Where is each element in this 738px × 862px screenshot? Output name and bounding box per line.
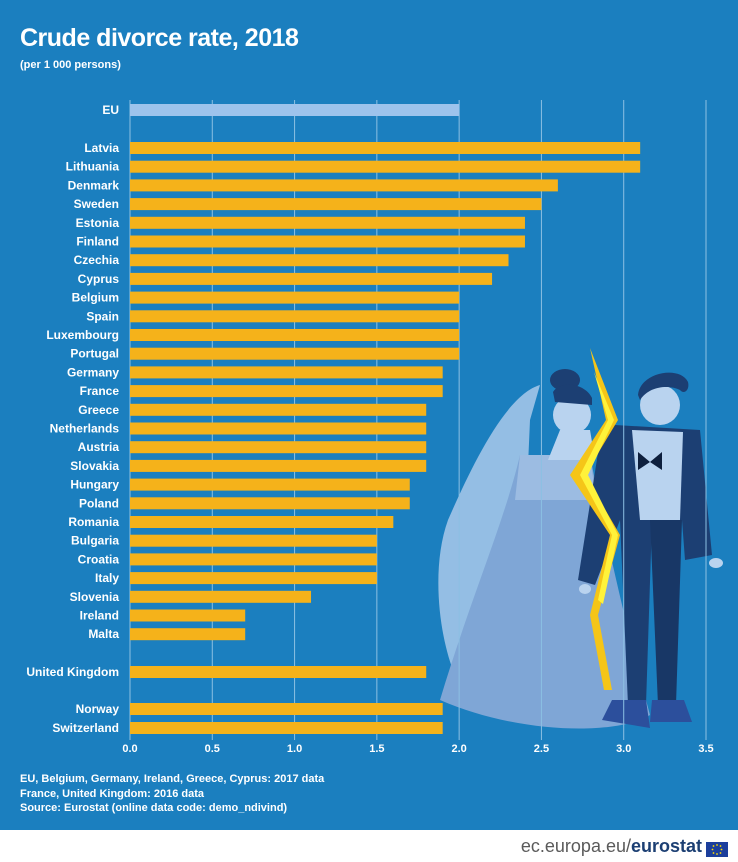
- x-tick-label: 1.5: [369, 743, 384, 755]
- category-label: Spain: [86, 309, 119, 323]
- category-label: Luxembourg: [46, 328, 119, 342]
- bar-malta: [130, 628, 246, 641]
- footnote-line: France, United Kingdom: 2016 data: [20, 787, 204, 800]
- category-label: Switzerland: [52, 721, 119, 735]
- bar-austria: [130, 441, 427, 454]
- bar-croatia: [130, 553, 377, 566]
- category-label: Estonia: [76, 216, 120, 230]
- category-label: Italy: [95, 571, 119, 585]
- category-label: Belgium: [72, 291, 119, 305]
- footer-site: ec.europa.eu/: [520, 836, 631, 856]
- bar-france: [130, 385, 443, 398]
- category-label: Slovakia: [70, 459, 119, 473]
- x-tick-label: 1.0: [287, 743, 302, 755]
- category-label: Finland: [76, 235, 119, 249]
- bar-switzerland: [130, 722, 443, 734]
- bar-luxembourg: [130, 329, 460, 341]
- x-tick-label: 3.5: [698, 743, 713, 755]
- bar-slovenia: [130, 590, 312, 603]
- bar-bulgaria: [130, 534, 377, 547]
- footer-link[interactable]: ec.europa.eu/eurostat: [521, 836, 702, 857]
- category-label: Lithuania: [66, 160, 120, 174]
- bar-lithuania: [130, 160, 641, 173]
- category-label: Netherlands: [50, 422, 120, 436]
- category-label: Norway: [76, 702, 120, 716]
- bar-norway: [130, 703, 443, 715]
- bar-spain: [130, 310, 460, 323]
- footnotes: EU, Belgium, Germany, Ireland, Greece, C…: [20, 772, 324, 816]
- bar-czechia: [130, 254, 509, 267]
- footer-brand: eurostat: [630, 836, 702, 856]
- bar-portugal: [130, 347, 460, 360]
- bar-denmark: [130, 179, 558, 192]
- bar-poland: [130, 497, 410, 510]
- bar-united-kingdom: [130, 666, 427, 678]
- x-axis-ticks: 0.0 0.5 1.0 1.5 2.0 2.5 3.0 3.5: [122, 743, 713, 755]
- category-label: Latvia: [84, 141, 119, 155]
- bar-romania: [130, 516, 394, 528]
- bar-finland: [130, 235, 525, 248]
- bar-latvia: [130, 142, 641, 154]
- bar-chart: EU Latvia Lithuania Denmark Sweden Estonia Fin…: [26, 100, 723, 755]
- footnote-line: EU, Belgium, Germany, Ireland, Greece, C…: [20, 773, 325, 785]
- bar-sweden: [130, 198, 542, 211]
- x-tick-label: 2.0: [451, 743, 466, 755]
- x-tick-label: 0.5: [205, 743, 220, 755]
- category-label: France: [80, 384, 120, 398]
- category-label: Bulgaria: [71, 534, 119, 548]
- category-label: Germany: [67, 365, 119, 379]
- x-tick-label: 2.5: [534, 743, 549, 755]
- bar-hungary: [130, 478, 410, 491]
- category-label: Romania: [68, 515, 119, 529]
- bar-ireland: [130, 609, 246, 622]
- category-label: Slovenia: [70, 590, 120, 604]
- category-label: Czechia: [74, 253, 120, 267]
- category-label: Poland: [79, 496, 119, 510]
- x-tick-label: 0.0: [122, 743, 137, 755]
- category-label: Sweden: [74, 197, 119, 211]
- chart-subtitle: (per 1 000 persons): [20, 59, 121, 71]
- bar-germany: [130, 366, 443, 379]
- category-label: Malta: [88, 627, 119, 641]
- category-label: Croatia: [78, 552, 120, 566]
- bar-eu: [130, 104, 460, 116]
- category-label: Austria: [78, 440, 120, 454]
- bar-greece: [130, 403, 427, 416]
- footer-bar: ec.europa.eu/eurostat: [0, 830, 738, 862]
- category-label: Portugal: [70, 347, 119, 361]
- bar-netherlands: [130, 422, 427, 435]
- chart-title: Crude divorce rate, 2018: [20, 24, 299, 52]
- bar-belgium: [130, 291, 460, 304]
- category-labels: EU Latvia Lithuania Denmark Sweden Estonia Fin…: [26, 103, 119, 735]
- category-label: EU: [102, 103, 119, 117]
- category-label: Greece: [78, 403, 119, 417]
- bar-estonia: [130, 216, 525, 229]
- x-tick-label: 3.0: [616, 743, 631, 755]
- category-label: Hungary: [70, 478, 119, 492]
- bar-italy: [130, 572, 377, 585]
- category-label: Cyprus: [78, 272, 120, 286]
- bar-slovakia: [130, 459, 427, 472]
- category-label: Ireland: [80, 609, 119, 623]
- bars: [130, 104, 641, 734]
- eu-flag-icon: [706, 842, 728, 857]
- bar-cyprus: [130, 272, 493, 285]
- couple-illustration: [438, 348, 723, 729]
- category-label: Denmark: [68, 178, 120, 192]
- category-label: United Kingdom: [26, 665, 119, 679]
- source-line: Source: Eurostat (online data code: demo…: [20, 802, 288, 814]
